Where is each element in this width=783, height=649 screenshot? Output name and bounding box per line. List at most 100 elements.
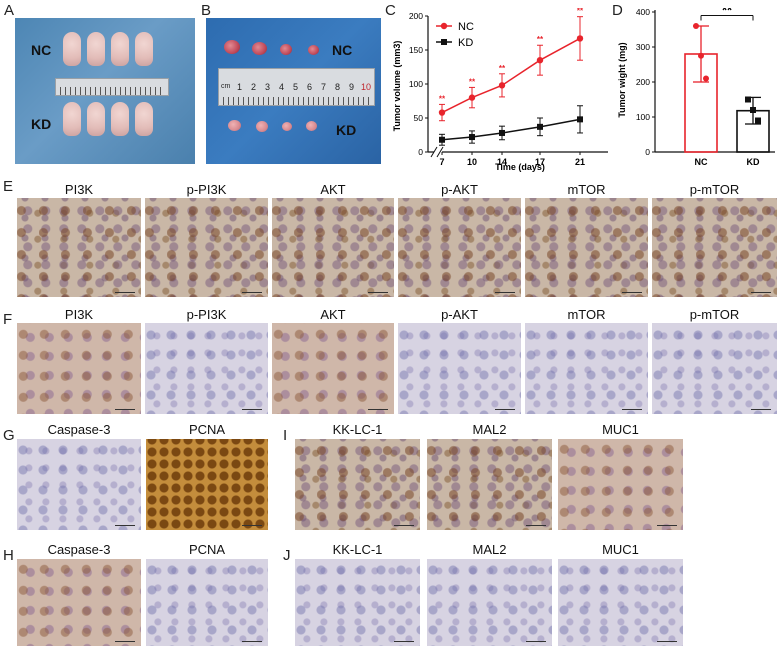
data-point-kd <box>577 116 583 123</box>
ihc-tile-f-p-pi3k: p-PI3K <box>145 307 268 414</box>
tumor <box>256 121 268 132</box>
mouse <box>111 32 129 66</box>
legend-marker-kd <box>441 39 447 45</box>
y-axis-label: Tumor wight (mg) <box>617 42 627 117</box>
ihc-tile-h-pcna: PCNA <box>146 542 268 646</box>
ihc-tile-g-caspase3: Caspase-3 <box>17 422 141 530</box>
tumor <box>282 122 292 131</box>
tumor-volume-chart: 0 50 100 150 200 7 10 14 17 21 ** ** ** ** ** Tumor … <box>392 8 608 172</box>
tumor <box>280 44 292 55</box>
tumor <box>306 121 317 131</box>
ihc-tile-e-p-akt: p-AKT <box>398 182 521 297</box>
legend-marker-nc <box>440 22 448 30</box>
data-point-nc <box>703 75 709 82</box>
tumor <box>252 42 267 55</box>
y-tick-label: 0 <box>645 147 650 157</box>
ihc-tile-f-p-akt: p-AKT <box>398 307 521 414</box>
legend-nc: NC <box>458 21 474 33</box>
x-tick-label: 10 <box>467 157 477 167</box>
panel-letter-b: B <box>201 2 212 19</box>
ihc-tile-i-kklc1: KK-LC-1 <box>295 422 420 530</box>
kd-label: KD <box>336 122 357 138</box>
ihc-tile-e-p-mtor: p-mTOR <box>652 182 777 297</box>
ihc-tile-f-mtor: mTOR <box>525 307 648 414</box>
data-point-nc <box>698 52 704 59</box>
ihc-tile-e-akt: AKT <box>272 182 394 297</box>
ihc-tile-e-p-pi3k: p-PI3K <box>145 182 268 297</box>
nc-label: NC <box>332 42 353 58</box>
panel-letter-d: D <box>612 2 623 19</box>
data-point-nc <box>498 82 506 89</box>
y-tick-label: 150 <box>409 45 423 55</box>
significance-marker: ** <box>499 64 506 73</box>
ihc-tile-e-pi3k: PI3K <box>17 182 141 297</box>
ruler: 1 2 3 4 5 6 7 8 9 10 cm <box>218 68 375 106</box>
y-tick-label: 300 <box>636 42 650 52</box>
panel-letter-c: C <box>385 2 396 19</box>
x-tick-label: 14 <box>497 157 507 167</box>
data-point-kd <box>755 117 761 124</box>
ihc-tile-f-pi3k: PI3K <box>17 307 141 414</box>
x-tick-label: 17 <box>535 157 545 167</box>
data-point-kd <box>469 134 475 141</box>
nc-label: NC <box>31 42 52 58</box>
y-tick-label: 100 <box>636 112 650 122</box>
y-tick-label: 50 <box>414 113 424 123</box>
kd-label: KD <box>31 116 52 132</box>
tumor <box>308 45 319 55</box>
ihc-tile-j-mal2: MAL2 <box>427 542 552 646</box>
mouse <box>135 102 153 136</box>
y-tick-label: 200 <box>409 11 423 21</box>
significance-marker: ** <box>722 8 733 18</box>
y-axis-label: Tumor volume (mm3) <box>392 41 402 132</box>
category-label-kd: KD <box>747 157 760 167</box>
ihc-tile-f-akt: AKT <box>272 307 394 414</box>
panel-letter-h: H <box>3 547 14 564</box>
mice-photo: NC KD <box>15 18 195 164</box>
x-tick-label: 7 <box>439 157 444 167</box>
mouse <box>111 102 129 136</box>
ihc-tile-h-caspase3: Caspase-3 <box>17 542 141 646</box>
tumor <box>228 120 241 131</box>
y-tick-label: 100 <box>409 79 423 89</box>
data-point-nc <box>438 109 446 116</box>
tumor-weight-chart: 0 100 200 300 400 NC KD ** Tumor wight (mg) <box>617 8 775 167</box>
ihc-tile-j-kklc1: KK-LC-1 <box>295 542 420 646</box>
panel-letter-a: A <box>4 2 15 19</box>
panel-letter-g: G <box>3 427 15 444</box>
tumor-photo: 1 2 3 4 5 6 7 8 9 10 cm NC KD <box>206 18 381 164</box>
panel-letter-j: J <box>283 547 291 564</box>
legend: NC KD <box>436 21 474 49</box>
ihc-tile-f-p-mtor: p-mTOR <box>652 307 777 414</box>
y-tick-label: 400 <box>636 8 650 17</box>
data-point-kd <box>537 123 543 130</box>
x-axis-label: Time (days) <box>495 162 545 172</box>
mouse <box>63 32 81 66</box>
category-label-nc: NC <box>695 157 708 167</box>
y-tick-label: 200 <box>636 77 650 87</box>
mouse <box>135 32 153 66</box>
significance-marker: ** <box>469 77 476 86</box>
series-line-nc <box>441 37 581 114</box>
axis-break <box>430 146 444 158</box>
ihc-tile-i-mal2: MAL2 <box>427 422 552 530</box>
ihc-tile-j-muc1: MUC1 <box>558 542 683 646</box>
ihc-tile-i-muc1: MUC1 <box>558 422 683 530</box>
series-line-kd <box>441 118 581 141</box>
data-point-kd <box>750 107 756 113</box>
data-point-nc <box>693 23 699 29</box>
data-point-nc <box>576 35 584 42</box>
significance-marker: ** <box>439 94 446 103</box>
panel-letter-i: I <box>283 427 288 444</box>
significance-marker: ** <box>537 35 544 44</box>
x-tick-label: 21 <box>575 157 585 167</box>
ihc-tile-e-mtor: mTOR <box>525 182 648 297</box>
significance-marker: ** <box>577 8 584 16</box>
data-point-nc <box>468 94 476 101</box>
panel-letter-f: F <box>3 311 13 328</box>
mouse <box>87 32 105 66</box>
data-point-kd <box>499 129 505 136</box>
data-point-kd <box>439 136 445 143</box>
panel-letter-e: E <box>3 178 14 195</box>
y-tick-label: 0 <box>418 147 423 157</box>
